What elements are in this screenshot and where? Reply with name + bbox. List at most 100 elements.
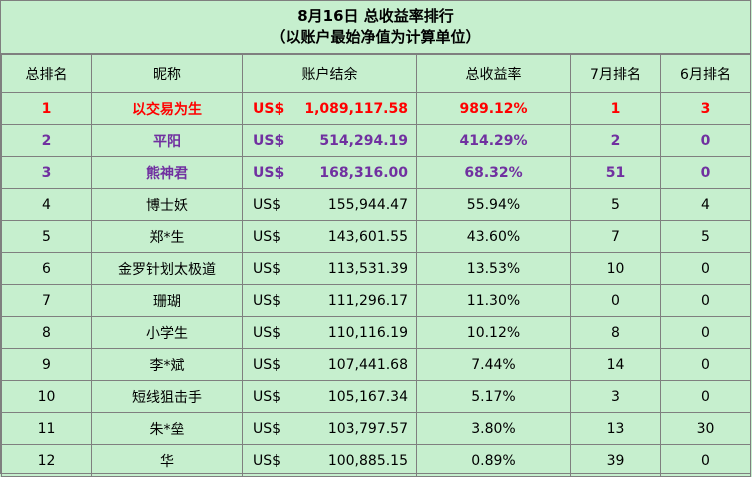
cell-rank-july[interactable]: 2: [570, 124, 661, 157]
cell-return[interactable]: 5.17%: [416, 380, 571, 413]
currency-label: US$: [253, 324, 282, 341]
cell-rank-july[interactable]: 5: [570, 188, 661, 221]
table-row[interactable]: 6 金罗针划太极道 US$ 113,531.39 13.53% 10 0: [1, 252, 751, 285]
cell-rank-june[interactable]: 3: [660, 92, 751, 125]
cell-nickname[interactable]: 平阳: [91, 124, 243, 157]
cell-rank-july[interactable]: 3: [570, 380, 661, 413]
cell-return[interactable]: 989.12%: [416, 92, 571, 125]
table-row[interactable]: 7 珊瑚 US$ 111,296.17 11.30% 0 0: [1, 284, 751, 317]
cell-balance[interactable]: US$ 105,167.34: [242, 380, 417, 413]
table-row[interactable]: 4 博士妖 US$ 155,944.47 55.94% 5 4: [1, 188, 751, 221]
cell-nickname[interactable]: 熊神君: [91, 156, 243, 189]
cell-return[interactable]: 10.12%: [416, 316, 571, 349]
cell-rank-june[interactable]: 4: [660, 188, 751, 221]
table-row[interactable]: 9 李*斌 US$ 107,441.68 7.44% 14 0: [1, 348, 751, 381]
header-row: 总排名 昵称 账户结余 总收益率 7月排名 6月排名: [1, 54, 751, 93]
currency-label: US$: [253, 228, 282, 245]
cell-rank[interactable]: 10: [1, 380, 92, 413]
cell-return[interactable]: 414.29%: [416, 124, 571, 157]
currency-label: US$: [253, 196, 282, 213]
cell-balance[interactable]: US$ 100,885.15: [242, 444, 417, 477]
currency-label: US$: [253, 100, 285, 117]
cell-return[interactable]: 3.80%: [416, 412, 571, 445]
cell-return[interactable]: 43.60%: [416, 220, 571, 253]
cell-nickname[interactable]: 以交易为生: [91, 92, 243, 125]
cell-balance[interactable]: US$ 168,316.00: [242, 156, 417, 189]
cell-rank-july[interactable]: 51: [570, 156, 661, 189]
sheet-title: 8月16日 总收益率排行: [297, 7, 454, 25]
header-balance[interactable]: 账户结余: [242, 54, 417, 93]
table-row[interactable]: 10 短线狙击手 US$ 105,167.34 5.17% 3 0: [1, 380, 751, 413]
cell-rank[interactable]: 12: [1, 444, 92, 477]
header-rank-july[interactable]: 7月排名: [570, 54, 661, 93]
cell-nickname[interactable]: 华: [91, 444, 243, 477]
cell-rank-june[interactable]: 0: [660, 284, 751, 317]
table-row[interactable]: 8 小学生 US$ 110,116.19 10.12% 8 0: [1, 316, 751, 349]
cell-rank-july[interactable]: 10: [570, 252, 661, 285]
cell-rank-july[interactable]: 7: [570, 220, 661, 253]
header-return[interactable]: 总收益率: [416, 54, 571, 93]
currency-label: US$: [253, 356, 282, 373]
cell-return[interactable]: 55.94%: [416, 188, 571, 221]
cell-balance[interactable]: US$ 111,296.17: [242, 284, 417, 317]
title-block: 8月16日 总收益率排行 （以账户最始净值为计算单位）: [1, 1, 750, 54]
cell-return[interactable]: 7.44%: [416, 348, 571, 381]
header-rank[interactable]: 总排名: [1, 54, 92, 93]
cell-rank-july[interactable]: 14: [570, 348, 661, 381]
cell-rank[interactable]: 2: [1, 124, 92, 157]
cell-rank[interactable]: 3: [1, 156, 92, 189]
cell-balance[interactable]: US$ 155,944.47: [242, 188, 417, 221]
table-row[interactable]: 5 郑*生 US$ 143,601.55 43.60% 7 5: [1, 220, 751, 253]
cell-rank-june[interactable]: 0: [660, 348, 751, 381]
cell-nickname[interactable]: 小学生: [91, 316, 243, 349]
cell-nickname[interactable]: 金罗针划太极道: [91, 252, 243, 285]
cell-rank-july[interactable]: 13: [570, 412, 661, 445]
cell-balance[interactable]: US$ 514,294.19: [242, 124, 417, 157]
table-row[interactable]: 2 平阳 US$ 514,294.19 414.29% 2 0: [1, 124, 751, 157]
cell-nickname[interactable]: 短线狙击手: [91, 380, 243, 413]
balance-amount: 110,116.19: [327, 324, 408, 341]
cell-return[interactable]: 13.53%: [416, 252, 571, 285]
table-row[interactable]: 1 以交易为生 US$ 1,089,117.58 989.12% 1 3: [1, 92, 751, 125]
cell-rank[interactable]: 11: [1, 412, 92, 445]
cell-rank-july[interactable]: 39: [570, 444, 661, 477]
cell-rank-june[interactable]: 5: [660, 220, 751, 253]
cell-nickname[interactable]: 珊瑚: [91, 284, 243, 317]
cell-rank-june[interactable]: 0: [660, 316, 751, 349]
cell-balance[interactable]: US$ 1,089,117.58: [242, 92, 417, 125]
cell-rank-july[interactable]: 0: [570, 284, 661, 317]
cell-rank-july[interactable]: 8: [570, 316, 661, 349]
cell-rank-july[interactable]: 1: [570, 92, 661, 125]
cell-nickname[interactable]: 博士妖: [91, 188, 243, 221]
table-row[interactable]: 11 朱*垒 US$ 103,797.57 3.80% 13 30: [1, 412, 751, 445]
cell-rank[interactable]: 5: [1, 220, 92, 253]
header-nickname[interactable]: 昵称: [91, 54, 243, 93]
table-row[interactable]: 12 华 US$ 100,885.15 0.89% 39 0: [1, 444, 751, 477]
cell-balance[interactable]: US$ 107,441.68: [242, 348, 417, 381]
cell-return[interactable]: 11.30%: [416, 284, 571, 317]
cell-balance[interactable]: US$ 103,797.57: [242, 412, 417, 445]
cell-rank[interactable]: 4: [1, 188, 92, 221]
cell-rank[interactable]: 6: [1, 252, 92, 285]
cell-return[interactable]: 68.32%: [416, 156, 571, 189]
cell-rank[interactable]: 8: [1, 316, 92, 349]
cell-nickname[interactable]: 李*斌: [91, 348, 243, 381]
cell-rank[interactable]: 1: [1, 92, 92, 125]
cell-return[interactable]: 0.89%: [416, 444, 571, 477]
cell-rank-june[interactable]: 0: [660, 380, 751, 413]
cell-balance[interactable]: US$ 113,531.39: [242, 252, 417, 285]
cell-rank[interactable]: 9: [1, 348, 92, 381]
cell-rank-june[interactable]: 30: [660, 412, 751, 445]
cell-balance[interactable]: US$ 143,601.55: [242, 220, 417, 253]
cell-rank-june[interactable]: 0: [660, 252, 751, 285]
cell-rank-june[interactable]: 0: [660, 156, 751, 189]
table-row[interactable]: 3 熊神君 US$ 168,316.00 68.32% 51 0: [1, 156, 751, 189]
cell-nickname[interactable]: 朱*垒: [91, 412, 243, 445]
cell-nickname[interactable]: 郑*生: [91, 220, 243, 253]
cell-balance[interactable]: US$ 110,116.19: [242, 316, 417, 349]
header-rank-june[interactable]: 6月排名: [660, 54, 751, 93]
cell-rank-june[interactable]: 0: [660, 124, 751, 157]
cell-rank-june[interactable]: 0: [660, 444, 751, 477]
cell-rank[interactable]: 7: [1, 284, 92, 317]
